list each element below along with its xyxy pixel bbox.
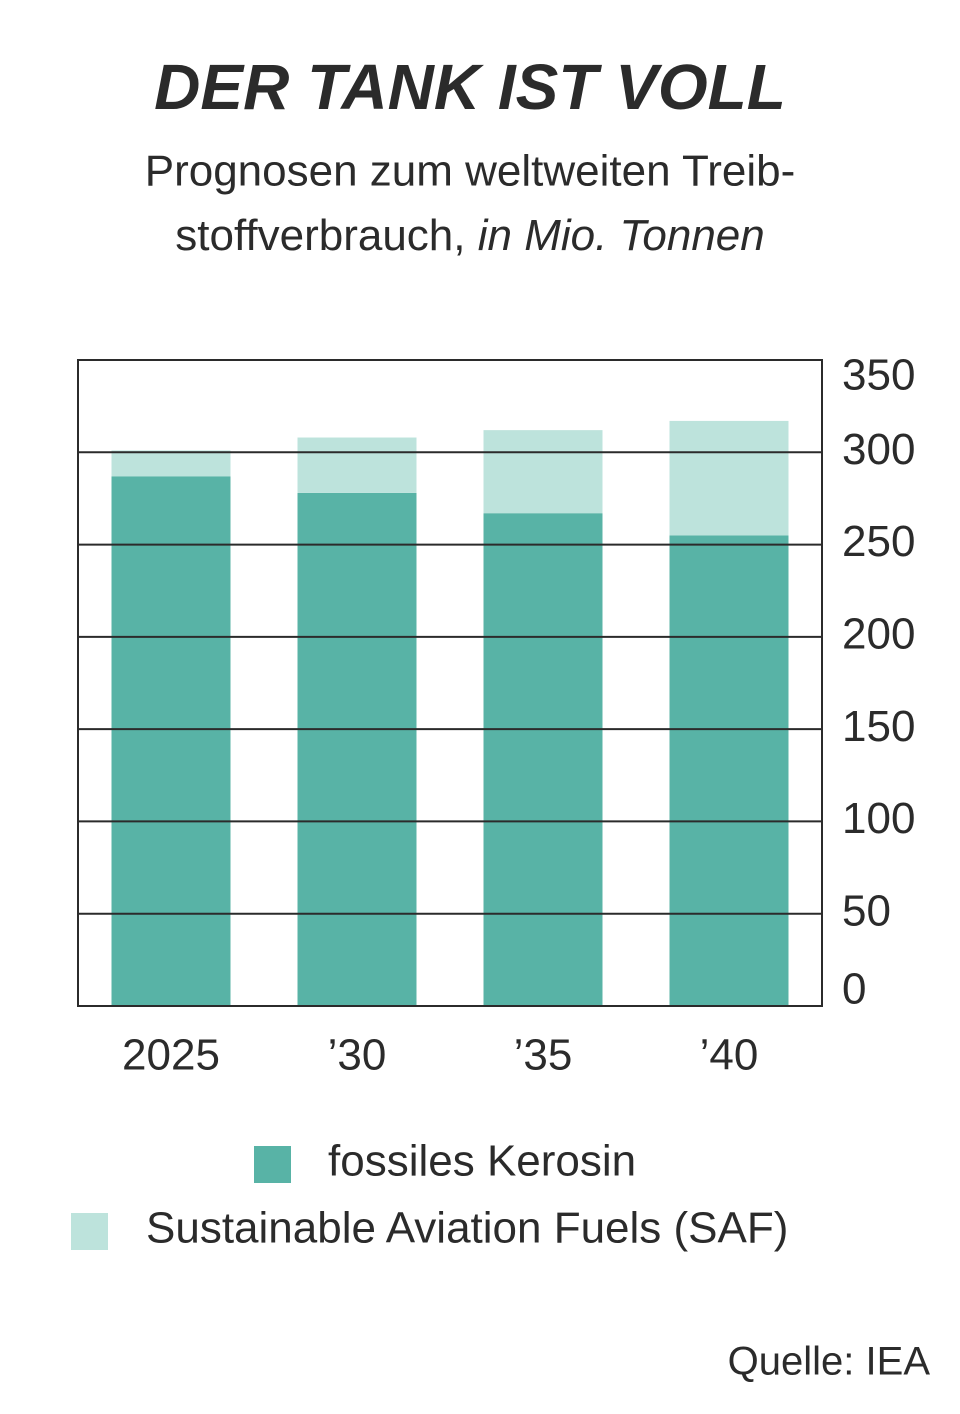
x-tick-label: ’30	[328, 1031, 387, 1080]
y-tick-label: 0	[842, 965, 866, 1014]
subtitle: stoffverbrauch,	[175, 211, 465, 260]
bar-segment	[297, 437, 417, 493]
x-tick-label: 2025	[122, 1031, 220, 1080]
subtitle: stoffverbrauch, in Mio. Tonnen	[175, 211, 764, 260]
subtitle: Prognosen zum weltweiten Treib-	[145, 147, 796, 196]
bar-segment	[111, 476, 231, 1006]
x-tick-label: ’35	[514, 1031, 573, 1080]
y-tick-label: 300	[842, 425, 915, 474]
y-tick-label: 350	[842, 351, 915, 400]
y-tick-label: 150	[842, 702, 915, 751]
bar-segment	[669, 535, 789, 1006]
bar-segment	[297, 492, 417, 1006]
x-tick-label: ’40	[700, 1031, 759, 1080]
legend-swatch	[254, 1146, 291, 1183]
source: Quelle: IEA	[728, 1340, 931, 1384]
y-tick-label: 200	[842, 609, 915, 658]
plot-frame	[77, 359, 823, 1007]
bar-segment	[483, 430, 603, 514]
bar-segment	[111, 450, 231, 477]
legend-label: fossiles Kerosin	[328, 1137, 636, 1186]
legend-swatch	[71, 1213, 108, 1250]
unit: in Mio. Tonnen	[478, 211, 765, 260]
chart-title: DER TANK IST VOLL	[154, 51, 786, 123]
bar-segment	[483, 513, 603, 1006]
bar-segment	[669, 420, 789, 536]
legend-label: Sustainable Aviation Fuels (SAF)	[146, 1204, 788, 1253]
y-tick-label: 100	[842, 794, 915, 843]
y-tick-label: 50	[842, 886, 891, 935]
y-tick-label: 250	[842, 517, 915, 566]
